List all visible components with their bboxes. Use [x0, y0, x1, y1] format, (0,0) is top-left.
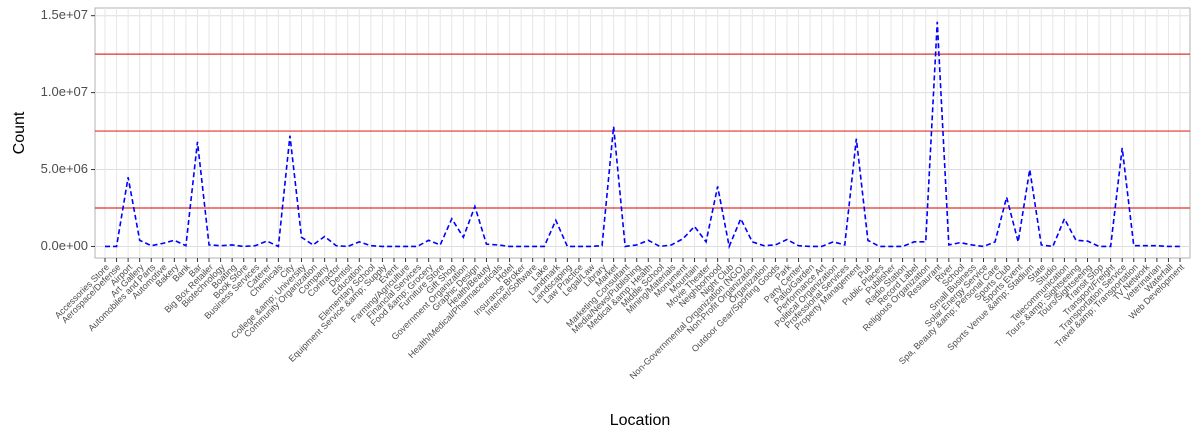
x-axis-title: Location [610, 412, 671, 429]
y-tick-label: 0.0e+00 [41, 238, 88, 253]
y-tick-label: 1.5e+07 [41, 7, 88, 22]
plot-area [94, 7, 1191, 259]
y-tick-label: 1.0e+07 [41, 84, 88, 99]
data-line [105, 21, 1180, 250]
y-tick-label: 5.0e+06 [41, 161, 88, 176]
y-axis-title: Count [11, 111, 28, 154]
